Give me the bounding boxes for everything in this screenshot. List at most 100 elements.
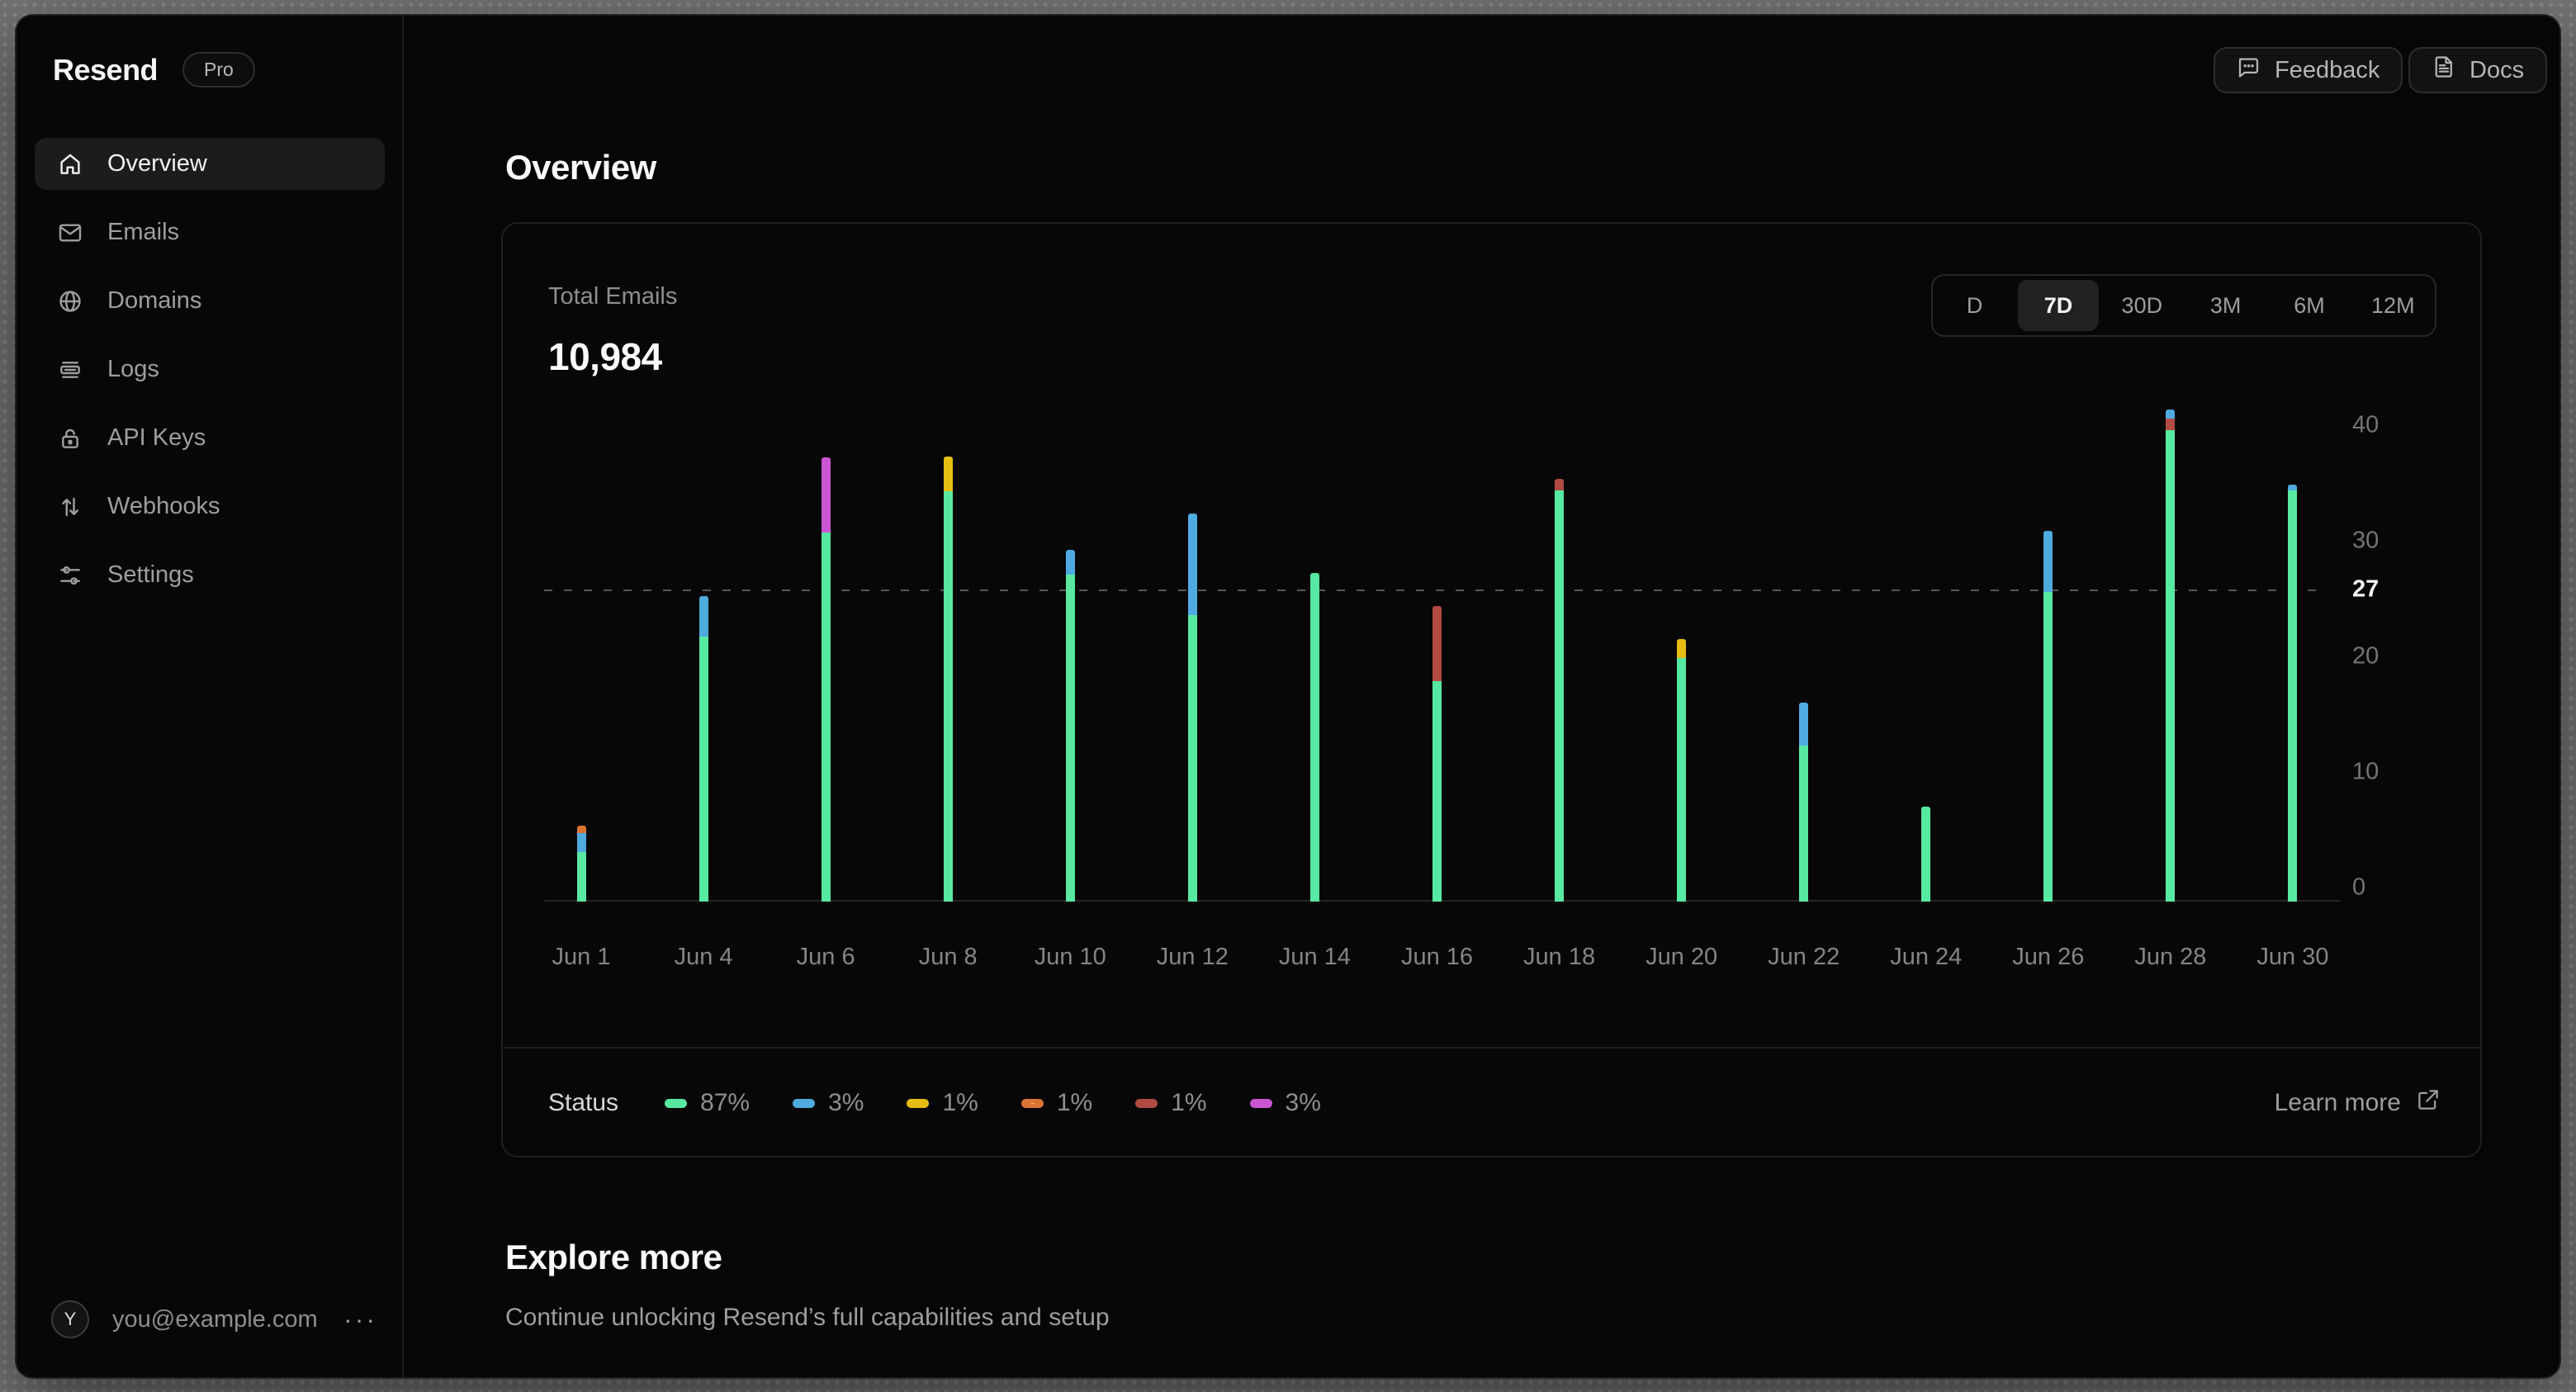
metric-label: Total Emails xyxy=(548,283,678,310)
chart-bar-jun-14[interactable] xyxy=(1309,573,1319,902)
status-legend: 87% 3% 1% 1% 1% 3% xyxy=(665,1089,2275,1117)
docs-button[interactable]: Docs xyxy=(2408,47,2548,93)
document-icon xyxy=(2432,54,2456,86)
external-link-icon xyxy=(2416,1087,2441,1119)
sidebar-item-domains[interactable]: Domains xyxy=(35,275,385,327)
bar-segment-orange xyxy=(576,825,586,834)
feedback-button[interactable]: Feedback xyxy=(2214,47,2403,93)
x-tick-label: Jun 10 xyxy=(1034,944,1106,970)
logs-icon xyxy=(56,356,84,384)
x-tick-label: Jun 16 xyxy=(1400,944,1474,970)
legend-percent: 1% xyxy=(942,1089,978,1116)
learn-more-link[interactable]: Learn more xyxy=(2275,1087,2441,1119)
docs-label: Docs xyxy=(2469,56,2525,83)
explore-more-title: Explore more xyxy=(505,1238,722,1276)
x-tick-label: Jun 8 xyxy=(918,944,978,970)
bar-segment-green xyxy=(698,637,708,902)
chart-bar-jun-24[interactable] xyxy=(1921,807,1931,902)
settings-icon xyxy=(56,561,84,589)
reference-line-27 xyxy=(544,589,2323,591)
chart-bar-jun-26[interactable] xyxy=(2043,530,2053,902)
home-icon xyxy=(56,150,84,178)
sidebar-item-webhooks[interactable]: Webhooks xyxy=(35,481,385,533)
chart-bar-jun-30[interactable] xyxy=(2288,484,2298,902)
legend-swatch-blue xyxy=(793,1098,816,1108)
chart-bar-jun-18[interactable] xyxy=(1555,478,1565,902)
user-email: you@example.com xyxy=(112,1305,318,1333)
range-option-30d[interactable]: 30D xyxy=(2121,292,2163,318)
legend-percent: 3% xyxy=(1285,1089,1321,1116)
user-row: Y you@example.com ··· xyxy=(17,1296,402,1342)
range-option-7d[interactable]: 7D xyxy=(2018,280,2099,331)
user-menu-ellipsis[interactable]: ··· xyxy=(343,1304,377,1334)
mail-icon xyxy=(56,219,84,247)
total-emails-card: Total Emails 10,984 D 7D 30D 3M 6M 12M 0 10 20 3… xyxy=(501,222,2482,1158)
x-tick-label: Jun 28 xyxy=(2134,944,2207,970)
bar-segment-green xyxy=(1921,807,1931,902)
chart-bar-jun-12[interactable] xyxy=(1187,513,1197,902)
range-option-12m[interactable]: 12M xyxy=(2371,292,2415,318)
legend-item-blue: 3% xyxy=(793,1089,864,1117)
sidebar-item-settings[interactable]: Settings xyxy=(35,549,385,601)
bar-segment-green xyxy=(1187,614,1197,902)
x-tick-label: Jun 30 xyxy=(2256,944,2329,970)
x-tick-label: Jun 1 xyxy=(552,944,611,970)
bar-segment-blue xyxy=(1799,703,1809,746)
bar-segment-green xyxy=(2043,591,2053,902)
y-tick-label: 20 xyxy=(2352,642,2379,670)
legend-swatch-orange xyxy=(1020,1098,1044,1108)
sidebar-item-label: Settings xyxy=(107,561,194,588)
bar-segment-green xyxy=(1555,490,1565,902)
bar-segment-green xyxy=(2166,429,2176,902)
sidebar-item-label: Overview xyxy=(107,150,207,177)
chart-bar-jun-4[interactable] xyxy=(698,596,708,902)
x-tick-label: Jun 14 xyxy=(1278,944,1351,970)
legend-swatch-green xyxy=(665,1098,688,1108)
sidebar-item-logs[interactable]: Logs xyxy=(35,343,385,395)
chart-bar-jun-16[interactable] xyxy=(1432,605,1442,902)
x-axis-line xyxy=(544,900,2340,902)
range-option-d[interactable]: D xyxy=(1966,292,1983,318)
x-tick-label: Jun 26 xyxy=(2012,944,2085,970)
range-option-3m[interactable]: 3M xyxy=(2209,292,2242,318)
sidebar-item-api-keys[interactable]: API Keys xyxy=(35,412,385,464)
x-tick-label: Jun 6 xyxy=(796,944,855,970)
x-tick-label: Jun 18 xyxy=(1523,944,1596,970)
lock-icon xyxy=(56,424,84,452)
bar-segment-yellow xyxy=(1677,639,1687,658)
bar-segment-blue xyxy=(698,596,708,637)
sidebar-item-emails[interactable]: Emails xyxy=(35,206,385,258)
legend-item-yellow: 1% xyxy=(907,1089,978,1117)
chart-bar-jun-22[interactable] xyxy=(1799,703,1809,902)
logo-row: Resend Pro xyxy=(53,52,255,88)
chart-bar-jun-1[interactable] xyxy=(576,825,586,902)
chart-bar-jun-28[interactable] xyxy=(2166,409,2176,902)
legend-title: Status xyxy=(548,1089,619,1116)
bar-segment-blue xyxy=(2043,530,2053,592)
bar-segment-blue xyxy=(1065,550,1075,575)
range-option-6m[interactable]: 6M xyxy=(2294,292,2325,318)
chart-bar-jun-10[interactable] xyxy=(1065,550,1075,902)
app-window: Resend Pro Overview Emails Domains Logs API … xyxy=(15,14,2561,1379)
bar-segment-magenta xyxy=(821,457,831,533)
learn-more-label: Learn more xyxy=(2274,1089,2401,1116)
chart-bar-jun-8[interactable] xyxy=(943,457,953,902)
feedback-label: Feedback xyxy=(2275,56,2380,83)
bar-segment-blue xyxy=(576,833,586,852)
sidebar-item-overview[interactable]: Overview xyxy=(35,138,385,190)
avatar[interactable]: Y xyxy=(51,1300,89,1338)
bar-segment-green xyxy=(1065,574,1075,902)
webhooks-icon xyxy=(56,493,84,521)
legend-percent: 1% xyxy=(1056,1089,1093,1116)
chart-bar-jun-6[interactable] xyxy=(821,457,831,902)
bar-segment-green xyxy=(943,491,953,902)
chart-bar-jun-20[interactable] xyxy=(1677,639,1687,902)
brand-logo: Resend xyxy=(53,52,159,87)
emails-stacked-bar-chart: 0 10 20 30 40 27 Jun 1 Jun 4 Jun 6 Jun 8 Jun 10 Jun… xyxy=(503,224,2480,1047)
legend-percent: 1% xyxy=(1171,1089,1207,1116)
bar-segment-red xyxy=(1432,605,1442,681)
metric-value: 10,984 xyxy=(548,335,662,378)
bar-segment-red xyxy=(1555,478,1565,490)
explore-more-subtitle: Continue unlocking Resend’s full capabil… xyxy=(505,1304,1110,1331)
